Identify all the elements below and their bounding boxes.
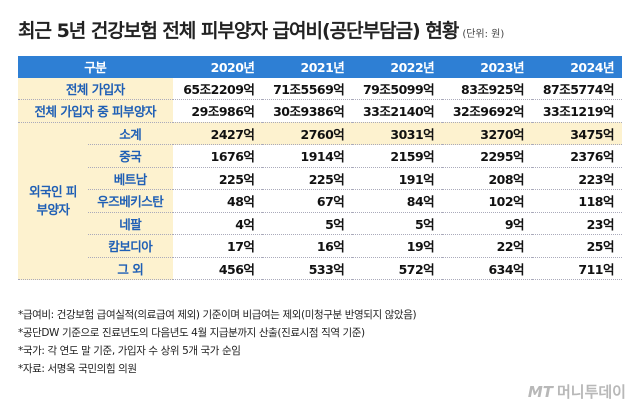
row-label: 캄보디아 xyxy=(88,234,173,258)
cell: 2159억 xyxy=(352,144,443,168)
row-label: 전체 가입자 xyxy=(18,77,173,100)
footnote: *국가: 각 연도 말 기준, 가입자 수 상위 5개 국가 순임 xyxy=(18,345,241,357)
row: 전체 가입자 중 피부양자 29조986억 30조9386억 33조2140억 32조9… xyxy=(18,99,622,123)
row: 외국인 피부양자 소계 2427억 2760억 3031억 3270억 3475억 xyxy=(18,122,622,280)
row-label: 전체 가입자 중 피부양자 xyxy=(18,99,173,123)
cell: 67억 xyxy=(262,189,353,213)
cell: 208억 xyxy=(442,167,533,190)
cell: 223억 xyxy=(532,167,622,190)
cell: 32조9692억 xyxy=(442,99,533,123)
row: 그 외 456억 533억 572억 634억 711억 xyxy=(18,257,622,280)
cell: 33조1219억 xyxy=(532,99,622,123)
cell: 3031억 xyxy=(352,122,443,145)
cell: 225억 xyxy=(172,167,263,190)
cell: 1676억 xyxy=(172,144,263,168)
row: 베트남 225억 225억 191억 208억 223억 xyxy=(18,167,622,190)
cell: 533억 xyxy=(262,257,353,280)
cell: 65조2209억 xyxy=(172,77,263,100)
cell: 23억 xyxy=(532,212,622,235)
header-row: 구분 2020년 2021년 2022년 2023년 2024년 xyxy=(18,56,622,78)
cell: 83조925억 xyxy=(442,77,533,100)
cell: 71조5569억 xyxy=(262,77,353,100)
cell: 118억 xyxy=(532,189,622,213)
cell: 30조9386억 xyxy=(262,99,353,123)
column-header: 2020년 xyxy=(172,56,263,78)
row-label: 네팔 xyxy=(88,212,173,235)
footnote: *급여비: 건강보험 급여실적(의료급여 제외) 기준이며 비급여는 제외(미청… xyxy=(18,309,417,321)
brand-name: 머니투데이 xyxy=(556,383,626,401)
cell: 5억 xyxy=(352,212,443,235)
row: 우즈베키스탄 48억 67억 84억 102억 118억 xyxy=(18,189,622,213)
cell: 4억 xyxy=(172,212,263,235)
column-header: 구분 xyxy=(18,56,173,78)
cell: 2427억 xyxy=(172,122,263,145)
column-header: 2022년 xyxy=(352,56,443,78)
column-header: 2021년 xyxy=(262,56,353,78)
cell: 33조2140억 xyxy=(352,99,443,123)
footnotes: *급여비: 건강보험 급여실적(의료급여 제외) 기준이며 비급여는 제외(미청… xyxy=(18,306,417,378)
column-header: 2023년 xyxy=(442,56,533,78)
row: 중국 1676억 1914억 2159억 2295억 2376억 xyxy=(18,144,622,168)
cell: 19억 xyxy=(352,234,443,258)
table: 구분 2020년 2021년 2022년 2023년 2024년 전체 가입자 65조2209… xyxy=(18,56,622,280)
row: 네팔 4억 5억 5억 9억 23억 xyxy=(18,212,622,235)
cell: 2760억 xyxy=(262,122,353,145)
footnote: *자료: 서명옥 국민의힘 의원 xyxy=(18,363,137,375)
row-label: 베트남 xyxy=(88,167,173,190)
title: 최근 5년 건강보험 전체 피부양자 급여비(공단부담금) 현황 (단위: 원) xyxy=(18,16,504,43)
cell: 79조5099억 xyxy=(352,77,443,100)
row-label: 소계 xyxy=(88,122,173,145)
cell: 456억 xyxy=(172,257,263,280)
cell: 711억 xyxy=(532,257,622,280)
title-text: 최근 5년 건강보험 전체 피부양자 급여비(공단부담금) 현황 xyxy=(18,20,459,42)
row-label: 우즈베키스탄 xyxy=(88,189,173,213)
cell: 25억 xyxy=(532,234,622,258)
cell: 2376억 xyxy=(532,144,622,168)
cell: 225억 xyxy=(262,167,353,190)
row: 캄보디아 17억 16억 19억 22억 25억 xyxy=(18,234,622,258)
group-label: 외국인 피부양자 xyxy=(18,122,88,280)
cell: 572억 xyxy=(352,257,443,280)
cell: 84억 xyxy=(352,189,443,213)
cell: 22억 xyxy=(442,234,533,258)
cell: 191억 xyxy=(352,167,443,190)
row-label: 그 외 xyxy=(88,257,173,280)
cell: 3475억 xyxy=(532,122,622,145)
column-header: 2024년 xyxy=(532,56,622,78)
row: 전체 가입자 65조2209억 71조5569억 79조5099억 83조925억 87조… xyxy=(18,77,622,100)
cell: 1914억 xyxy=(262,144,353,168)
cell: 2295억 xyxy=(442,144,533,168)
cell: 5억 xyxy=(262,212,353,235)
row-label: 중국 xyxy=(88,144,173,168)
cell: 16억 xyxy=(262,234,353,258)
cell: 9억 xyxy=(442,212,533,235)
unit: (단위: 원) xyxy=(462,29,505,40)
cell: 29조986억 xyxy=(172,99,263,123)
cell: 48억 xyxy=(172,189,263,213)
cell: 102억 xyxy=(442,189,533,213)
logo: MT xyxy=(527,383,553,401)
brand: MT 머니투데이 xyxy=(528,381,626,402)
cell: 17억 xyxy=(172,234,263,258)
footnote: *공단DW 기준으로 진료년도의 다음년도 4월 지급분까지 산출(진료시점 직… xyxy=(18,327,365,339)
cell: 3270억 xyxy=(442,122,533,145)
cell: 634억 xyxy=(442,257,533,280)
cell: 87조5774억 xyxy=(532,77,622,100)
